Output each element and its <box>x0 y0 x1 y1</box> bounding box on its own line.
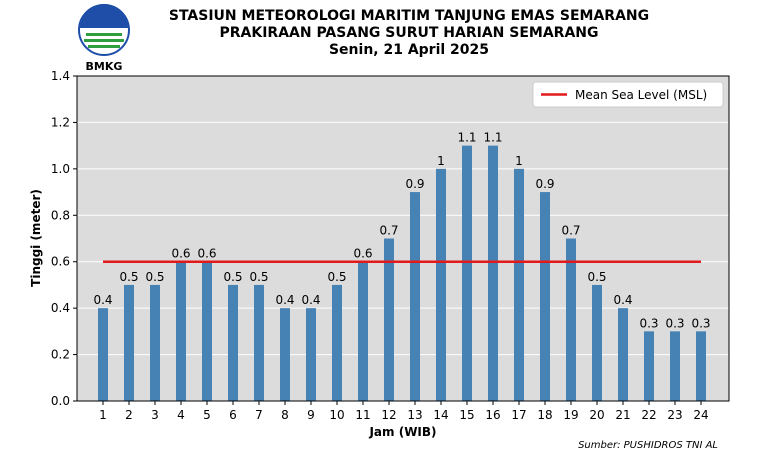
x-tick-label: 22 <box>641 408 656 422</box>
data-label: 0.7 <box>379 224 398 238</box>
y-axis-label: Tinggi (meter) <box>29 189 43 287</box>
bar <box>514 168 524 401</box>
x-tick-label: 6 <box>229 408 237 422</box>
bar <box>592 284 602 401</box>
y-tick-label: 0.2 <box>51 348 70 362</box>
x-tick-label: 15 <box>459 408 474 422</box>
data-label: 0.5 <box>119 270 138 284</box>
plot-frame <box>76 75 730 402</box>
x-tick-label: 19 <box>563 408 578 422</box>
bar <box>306 308 316 401</box>
data-label: 0.7 <box>561 224 580 238</box>
y-tick-label: 1.2 <box>51 115 70 129</box>
x-tick-label: 9 <box>307 408 315 422</box>
data-label: 0.4 <box>93 293 112 307</box>
data-label: 0.6 <box>197 247 216 261</box>
data-label: 0.9 <box>535 177 554 191</box>
data-label: 0.6 <box>353 247 372 261</box>
bar <box>566 238 576 401</box>
x-tick-label: 7 <box>255 408 263 422</box>
y-tick-label: 0.0 <box>51 394 70 408</box>
data-label: 1 <box>437 154 445 168</box>
bmkg-logo-text: BMKG <box>86 60 123 73</box>
x-tick-label: 17 <box>511 408 526 422</box>
source-note: Sumber: PUSHIDROS TNI AL <box>578 440 718 451</box>
legend-msl-label: Mean Sea Level (MSL) <box>575 88 707 102</box>
data-label: 0.4 <box>613 293 632 307</box>
chart-title-line3: Senin, 21 April 2025 <box>329 42 489 58</box>
bars <box>98 145 706 401</box>
data-labels: 0.4 0.5 0.5 0.6 0.6 0.5 0.5 0.4 0.4 0.5 0.6 0.7 0.9 1… <box>93 131 710 331</box>
data-label: 1 <box>515 154 523 168</box>
data-label: 0.3 <box>639 316 658 330</box>
x-tick-label: 2 <box>125 408 133 422</box>
legend: Mean Sea Level (MSL) <box>532 81 724 108</box>
bar <box>98 308 108 401</box>
x-tick-label: 1 <box>99 408 107 422</box>
data-label: 0.5 <box>587 270 606 284</box>
x-tick-label: 11 <box>355 408 370 422</box>
data-label: 0.4 <box>301 293 320 307</box>
bar <box>280 308 290 401</box>
data-label: 0.3 <box>665 316 684 330</box>
x-tick-label: 16 <box>485 408 500 422</box>
bar <box>436 168 446 401</box>
data-label: 0.5 <box>327 270 346 284</box>
data-label: 0.5 <box>249 270 268 284</box>
x-tick-label: 4 <box>177 408 185 422</box>
data-label: 0.5 <box>223 270 242 284</box>
bar <box>202 261 212 401</box>
data-label: 1.1 <box>457 131 476 145</box>
data-label: 0.6 <box>171 247 190 261</box>
y-tick-label: 0.4 <box>51 301 70 315</box>
bar <box>644 331 654 401</box>
bar <box>254 284 264 401</box>
y-tick-label: 0.6 <box>51 255 70 269</box>
bar <box>384 238 394 401</box>
x-tick-label: 12 <box>381 408 396 422</box>
x-tick-label: 23 <box>667 408 682 422</box>
chart-title-line1: STASIUN METEOROLOGI MARITIM TANJUNG EMAS… <box>169 8 649 24</box>
x-tick-label: 24 <box>693 408 708 422</box>
bmkg-logo-top-half <box>80 4 128 28</box>
x-axis-label: Jam (WIB) <box>368 425 436 439</box>
bar <box>462 145 472 401</box>
x-tick-label: 14 <box>433 408 448 422</box>
data-label: 0.4 <box>275 293 294 307</box>
bar <box>488 145 498 401</box>
y-tick-label: 1.4 <box>51 69 70 83</box>
bar <box>176 261 186 401</box>
x-axis-ticks: 1 2 3 4 5 6 7 8 9 10 11 12 13 14 15 16 17 18 19 20 21 22 23 24 <box>99 401 709 422</box>
x-tick-label: 13 <box>407 408 422 422</box>
y-tick-label: 0.8 <box>51 208 70 222</box>
bmkg-logo: BMKG <box>78 4 130 73</box>
x-tick-label: 21 <box>615 408 630 422</box>
bar <box>228 284 238 401</box>
bar <box>410 192 420 401</box>
bar <box>332 284 342 401</box>
data-label: 0.9 <box>405 177 424 191</box>
y-axis-ticks: 0.0 0.2 0.4 0.6 0.8 1.0 1.2 1.4 <box>51 69 77 408</box>
x-tick-label: 8 <box>281 408 289 422</box>
x-tick-label: 3 <box>151 408 159 422</box>
x-tick-label: 18 <box>537 408 552 422</box>
bar <box>150 284 160 401</box>
x-tick-label: 5 <box>203 408 211 422</box>
bar <box>670 331 680 401</box>
bar <box>696 331 706 401</box>
data-label: 0.5 <box>145 270 164 284</box>
bar <box>124 284 134 401</box>
bar <box>618 308 628 401</box>
bar <box>358 261 368 401</box>
legend-box <box>532 81 724 108</box>
x-tick-label: 10 <box>329 408 344 422</box>
x-tick-label: 20 <box>589 408 604 422</box>
data-label: 0.3 <box>691 316 710 330</box>
plot-area <box>77 76 729 401</box>
chart-title-line2: PRAKIRAAN PASANG SURUT HARIAN SEMARANG <box>219 25 598 41</box>
bar <box>540 192 550 401</box>
y-tick-label: 1.0 <box>51 162 70 176</box>
data-label: 1.1 <box>483 131 502 145</box>
